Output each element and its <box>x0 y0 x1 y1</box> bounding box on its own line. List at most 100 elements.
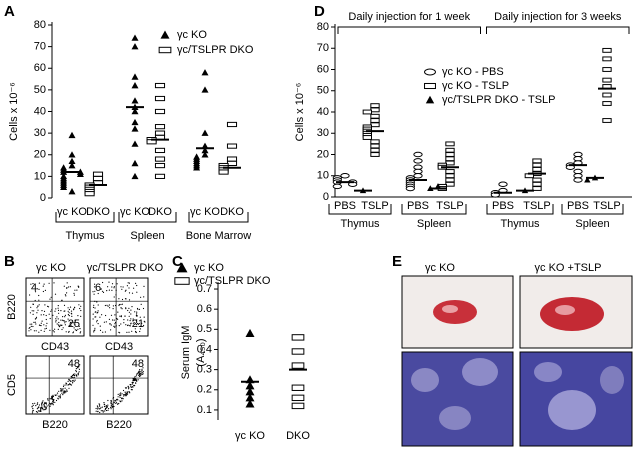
flow-plot <box>89 277 149 337</box>
y-tick-label: 50 <box>317 85 329 97</box>
flow-event <box>67 380 69 382</box>
flow-event <box>134 375 136 378</box>
flow-event <box>63 320 66 322</box>
legend-label: γc/TSLPR DKO <box>177 44 254 56</box>
flow-event <box>55 319 57 321</box>
flow-event <box>68 379 70 381</box>
flow-event <box>68 325 70 327</box>
flow-event <box>136 291 138 293</box>
flow-event <box>99 408 101 410</box>
panel-label: D <box>314 3 325 20</box>
flow-event <box>73 377 75 379</box>
flow-event <box>141 368 143 370</box>
flow-event <box>75 368 77 370</box>
image-panel <box>401 275 633 447</box>
flow-event <box>35 323 37 325</box>
flow-event <box>70 324 72 326</box>
flow-event <box>122 389 125 392</box>
flow-event <box>128 299 131 301</box>
flow-event <box>97 410 99 412</box>
flow-event <box>75 374 78 377</box>
flow-title: γc KO <box>36 262 66 274</box>
flow-event <box>93 331 95 333</box>
flow-event <box>120 307 122 309</box>
group-label: Spleen <box>575 218 609 230</box>
flow-event <box>58 325 60 327</box>
flow-event <box>139 328 141 330</box>
flow-event <box>45 403 48 405</box>
quadrant-percent: 21 <box>132 318 144 330</box>
square-marker <box>445 177 455 183</box>
flow-event <box>135 315 138 317</box>
square-marker <box>602 118 612 123</box>
y-tick-label: 40 <box>34 105 46 117</box>
flow-event <box>55 318 57 320</box>
triangle-marker <box>201 129 209 136</box>
flow-event <box>51 398 53 400</box>
flow-event <box>73 323 75 325</box>
triangle-marker <box>245 328 255 337</box>
flow-event <box>99 316 101 318</box>
oval-marker <box>332 183 342 190</box>
flow-event <box>38 331 40 333</box>
square-marker <box>154 130 166 136</box>
y-tick-label: 20 <box>34 149 46 161</box>
flow-event <box>116 399 118 401</box>
flow-event <box>48 282 50 284</box>
flow-event <box>69 306 72 308</box>
flow-event <box>52 402 54 404</box>
header-bracket <box>486 26 630 34</box>
y-tick-label: 30 <box>34 127 46 139</box>
flow-event <box>35 317 37 320</box>
flow-event <box>71 376 73 378</box>
category-label: PBS <box>407 200 429 212</box>
y-tick-label: 20 <box>317 148 329 160</box>
triangle-marker <box>68 188 76 195</box>
flow-event <box>32 408 34 410</box>
flow-event <box>143 285 145 287</box>
square-marker <box>370 152 380 157</box>
flow-event <box>54 293 57 295</box>
square-marker <box>92 171 104 177</box>
triangle-marker <box>131 82 139 89</box>
flow-event <box>113 405 115 408</box>
flow-event <box>47 306 50 308</box>
flow-event <box>59 397 61 399</box>
flow-event <box>128 388 130 390</box>
square-marker <box>291 362 305 369</box>
flow-event <box>101 290 104 292</box>
flow-event <box>78 368 80 370</box>
y-tick-label: 50 <box>34 84 46 96</box>
square-marker <box>84 191 95 197</box>
y-tick-label: 0.6 <box>197 303 212 315</box>
flow-event <box>138 370 141 372</box>
square-marker <box>445 169 455 174</box>
flow-event <box>67 318 69 320</box>
flow-event <box>143 296 145 298</box>
triangle-marker <box>201 151 209 158</box>
flow-event <box>136 313 138 315</box>
oval-marker <box>413 158 423 164</box>
flow-event <box>66 292 68 294</box>
flow-event <box>133 379 135 381</box>
flow-event <box>130 384 132 386</box>
flow-event <box>111 286 113 288</box>
flow-event <box>117 399 119 401</box>
flow-event <box>57 324 60 326</box>
flow-event <box>121 400 123 402</box>
category-label: DKO <box>148 206 172 218</box>
flow-event <box>54 394 57 396</box>
flow-event <box>127 386 129 388</box>
flow-event <box>111 283 114 285</box>
flow-event <box>56 392 59 394</box>
group-bracket <box>561 204 624 215</box>
flow-event <box>137 372 140 374</box>
flow-event <box>130 318 132 320</box>
flow-event <box>124 290 126 292</box>
flow-event <box>117 393 119 395</box>
flow-event <box>51 309 53 311</box>
flow-event <box>92 291 94 293</box>
flow-event <box>94 283 96 285</box>
flow-event <box>102 331 104 333</box>
flow-event <box>135 282 137 284</box>
